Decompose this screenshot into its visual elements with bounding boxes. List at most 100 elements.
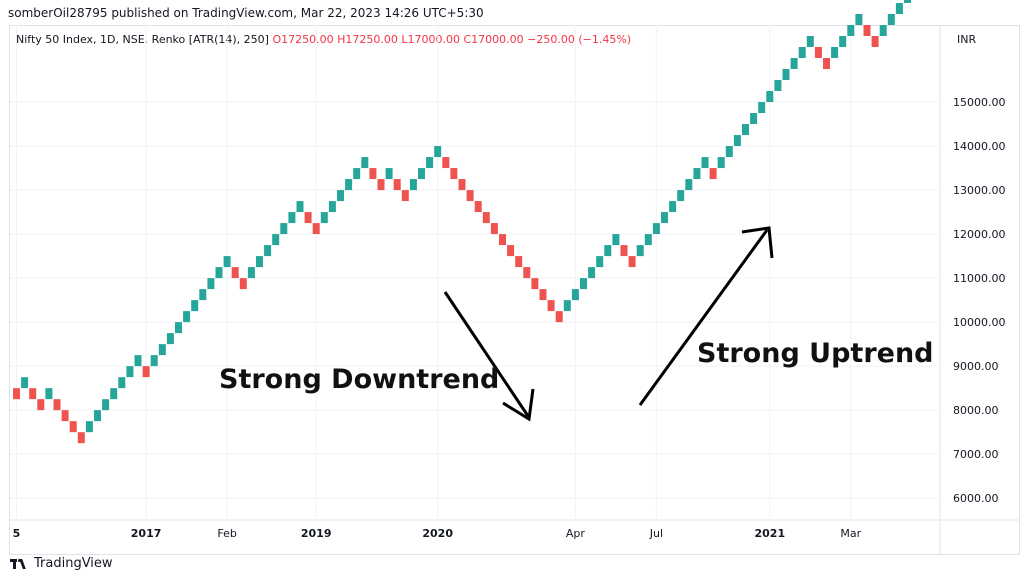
down-brick xyxy=(523,267,531,279)
down-brick xyxy=(814,47,822,59)
chart-legend: Nifty 50 Index, 1D, NSE, Renko [ATR(14),… xyxy=(16,33,631,46)
up-brick xyxy=(361,157,369,169)
tradingview-logo-icon xyxy=(10,558,28,569)
up-brick xyxy=(85,421,93,433)
up-brick xyxy=(426,157,434,169)
up-brick xyxy=(418,168,425,180)
up-brick xyxy=(247,267,255,279)
down-brick xyxy=(377,179,385,191)
currency-label: INR xyxy=(957,33,976,46)
y-tick-label: 10000.00 xyxy=(953,316,1006,329)
up-brick xyxy=(337,190,344,202)
up-brick xyxy=(264,245,272,257)
down-brick xyxy=(466,190,474,202)
uptrend-annotation: Strong Uptrend xyxy=(697,338,934,369)
up-brick xyxy=(353,168,361,180)
up-brick xyxy=(207,278,215,290)
up-brick xyxy=(604,245,612,257)
x-axis[interactable]: 5 2017 Feb 2019 2020 Apr Jul 2021 Mar xyxy=(13,527,862,540)
up-brick xyxy=(191,300,199,312)
down-brick xyxy=(312,223,320,235)
renko-chart[interactable]: 6000.00 7000.00 8000.00 9000.00 10000.00 1100… xyxy=(0,0,1024,555)
y-tick-label: 15000.00 xyxy=(953,96,1006,109)
up-brick xyxy=(256,256,263,268)
down-brick xyxy=(239,278,247,290)
down-brick xyxy=(863,25,871,37)
y-tick-label: 8000.00 xyxy=(953,404,999,417)
y-tick-label: 13000.00 xyxy=(953,184,1006,197)
down-brick xyxy=(823,58,830,70)
up-brick xyxy=(855,13,863,25)
up-brick xyxy=(102,399,110,411)
up-brick xyxy=(280,223,288,235)
up-brick xyxy=(126,366,134,378)
up-brick xyxy=(272,234,280,246)
up-brick xyxy=(199,289,207,301)
grid-lines xyxy=(9,25,1020,555)
down-brick xyxy=(401,190,409,202)
down-brick xyxy=(77,432,85,444)
up-brick xyxy=(150,355,158,367)
up-brick xyxy=(571,289,579,301)
x-tick-label: Mar xyxy=(840,527,861,540)
up-brick xyxy=(296,201,304,213)
down-brick xyxy=(620,245,628,257)
up-brick xyxy=(644,234,652,246)
down-brick xyxy=(555,311,563,323)
up-brick xyxy=(750,113,758,125)
downtrend-arrow xyxy=(443,291,535,422)
up-brick xyxy=(652,223,660,235)
x-tick-label: Feb xyxy=(217,527,236,540)
up-brick xyxy=(434,146,442,158)
down-brick xyxy=(29,388,37,400)
up-brick xyxy=(839,36,847,48)
down-brick xyxy=(61,410,69,422)
brand-name: TradingView xyxy=(34,556,113,571)
y-tick-label: 7000.00 xyxy=(953,448,999,461)
y-tick-label: 12000.00 xyxy=(953,228,1006,241)
up-brick xyxy=(774,80,782,92)
up-brick xyxy=(580,278,587,290)
uptrend-arrow xyxy=(638,226,774,406)
up-brick xyxy=(118,377,126,389)
down-brick xyxy=(474,201,482,213)
down-brick xyxy=(490,223,498,235)
up-brick xyxy=(110,388,118,400)
downtrend-annotation: Strong Downtrend xyxy=(219,364,500,395)
up-brick xyxy=(806,36,814,48)
down-brick xyxy=(450,168,458,180)
up-brick xyxy=(879,25,887,37)
up-brick xyxy=(596,256,604,268)
x-tick-label: 2021 xyxy=(754,527,785,540)
down-brick xyxy=(709,168,717,180)
down-brick xyxy=(458,179,466,191)
up-brick xyxy=(409,179,417,191)
up-brick xyxy=(831,47,839,59)
up-brick xyxy=(21,377,29,389)
up-brick xyxy=(158,344,166,356)
down-brick xyxy=(871,36,879,48)
y-tick-label: 6000.00 xyxy=(953,492,999,505)
down-brick xyxy=(231,267,239,279)
up-brick xyxy=(166,333,174,345)
tradingview-logo[interactable]: TradingView xyxy=(10,556,113,571)
down-brick xyxy=(499,234,506,246)
up-brick xyxy=(563,300,571,312)
ohlc-values: O17250.00 H17250.00 L17000.00 C17000.00 … xyxy=(272,33,632,46)
y-axis[interactable]: 6000.00 7000.00 8000.00 9000.00 10000.00 1100… xyxy=(953,33,1006,505)
up-brick xyxy=(677,190,685,202)
down-brick xyxy=(393,179,401,191)
up-brick xyxy=(733,135,741,147)
y-tick-label: 11000.00 xyxy=(953,272,1006,285)
y-tick-label: 14000.00 xyxy=(953,140,1006,153)
up-brick xyxy=(636,245,644,257)
down-brick xyxy=(539,289,547,301)
up-brick xyxy=(45,388,53,400)
down-brick xyxy=(628,256,636,268)
up-brick xyxy=(782,69,790,81)
up-brick xyxy=(328,201,336,213)
down-brick xyxy=(482,212,490,224)
up-brick xyxy=(320,212,328,224)
up-brick xyxy=(725,146,733,158)
up-brick xyxy=(385,168,393,180)
